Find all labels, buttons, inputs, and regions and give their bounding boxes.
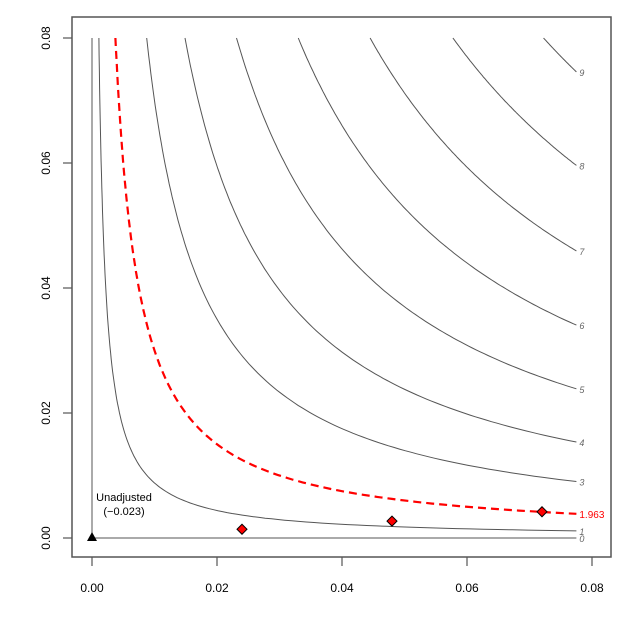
y-tick-label: 0.02 bbox=[39, 401, 53, 425]
triangle-marker bbox=[87, 532, 97, 541]
unadjusted-label: Unadjusted bbox=[96, 492, 152, 504]
contour-4 bbox=[184, 37, 577, 443]
contour-7 bbox=[369, 37, 577, 252]
contour-label: 4 bbox=[579, 438, 584, 448]
contour-1 bbox=[98, 37, 577, 532]
contour-label: 9 bbox=[579, 68, 584, 78]
x-tick-label: 0.08 bbox=[580, 581, 604, 595]
annotations: Unadjusted (−0.023) bbox=[96, 492, 152, 518]
contour-3 bbox=[146, 37, 577, 482]
contour-1-963 bbox=[114, 37, 577, 515]
contour-9 bbox=[543, 37, 577, 73]
contour-6 bbox=[297, 37, 577, 326]
x-tick-label: 0.02 bbox=[205, 581, 229, 595]
diamond-marker bbox=[236, 523, 248, 535]
y-tick-label: 0.00 bbox=[39, 526, 53, 550]
contour-label: 1.963 bbox=[579, 510, 604, 521]
x-tick-label: 0.00 bbox=[80, 581, 104, 595]
data-points bbox=[87, 506, 548, 541]
diamond-marker bbox=[386, 515, 398, 527]
y-tick-label: 0.08 bbox=[39, 26, 53, 50]
contour-label: 0 bbox=[579, 534, 584, 544]
contour-5 bbox=[236, 37, 577, 390]
contour-label: 1 bbox=[579, 527, 584, 537]
contour-8 bbox=[452, 37, 577, 166]
unadjusted-value: (−0.023) bbox=[103, 506, 144, 518]
contour-label: 6 bbox=[579, 321, 584, 331]
contour-label: 5 bbox=[579, 385, 585, 395]
contour-lines bbox=[91, 37, 577, 539]
contour-label: 3 bbox=[579, 478, 584, 488]
contour-label: 7 bbox=[579, 247, 585, 257]
y-axis: 0.00 0.02 0.04 0.06 0.08 bbox=[39, 26, 72, 550]
y-tick-label: 0.04 bbox=[39, 276, 53, 300]
diamond-marker bbox=[536, 506, 548, 518]
x-tick-label: 0.04 bbox=[330, 581, 354, 595]
contour-labels: 01 1.963 3 4 5 6 7 8 9 bbox=[579, 68, 604, 544]
x-axis: 0.00 0.02 0.04 0.06 0.08 bbox=[80, 556, 604, 595]
y-tick-label: 0.06 bbox=[39, 151, 53, 175]
contour-label: 8 bbox=[579, 161, 584, 171]
x-tick-label: 0.06 bbox=[455, 581, 479, 595]
